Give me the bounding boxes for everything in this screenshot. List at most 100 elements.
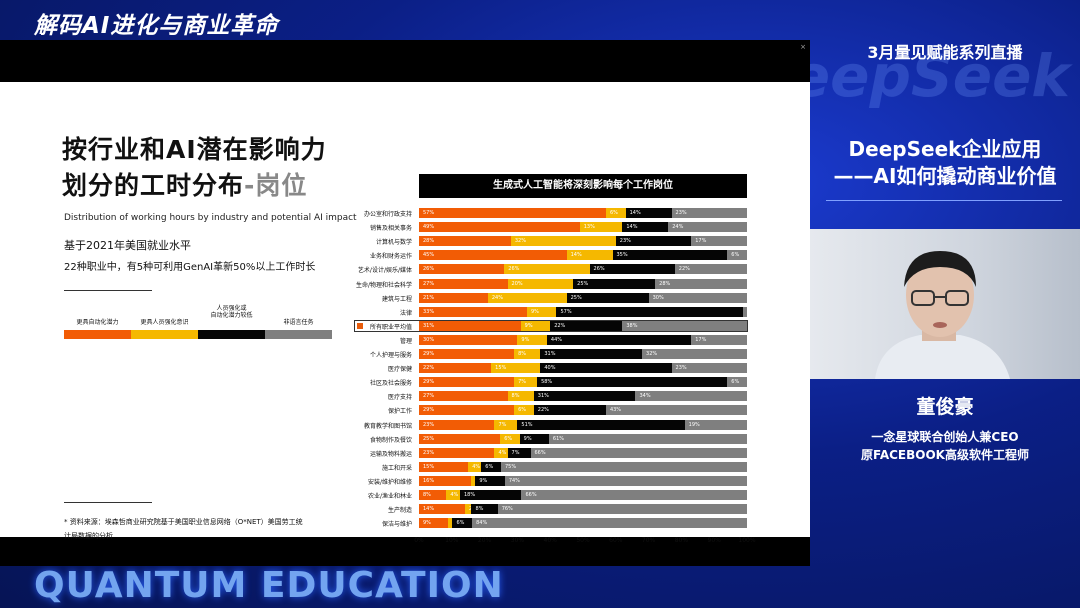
bar-row: 27% 8% 31% 34% <box>419 391 747 402</box>
legend-swatch-automation <box>64 330 131 339</box>
bar-segment: 23% <box>419 419 495 430</box>
speaker-role: 一念星球联合创始人兼CEO <box>871 430 1019 444</box>
bar-segment: 17% <box>691 236 747 247</box>
bar-segment: 14% <box>622 222 669 233</box>
bar-row: 23% 4% 7% 66% <box>419 447 747 458</box>
bar-segment: 32% <box>510 236 616 247</box>
row-label: 运输及物料搬运 <box>369 450 412 458</box>
bar-segment: 13% <box>579 222 623 233</box>
bar-segment: 2% <box>464 504 472 515</box>
bar-segment: 6% <box>452 518 473 529</box>
bar-segment: 43% <box>605 405 747 416</box>
bar-segment: 6% <box>500 433 520 444</box>
bar-segment: 24% <box>668 222 747 233</box>
x-tick-label: 40% <box>543 537 557 544</box>
bar-segment: 6% <box>727 377 747 388</box>
bar-segment: 49% <box>419 222 580 233</box>
row-label: 计算机与数学 <box>375 239 412 247</box>
x-tick-label: 70% <box>641 537 656 544</box>
bar-segment: 8% <box>471 504 498 515</box>
bar-segment: 7% <box>494 419 518 430</box>
bar-segment: 9% <box>517 334 547 345</box>
bar-row: 21% 24% 25% 30% <box>419 292 747 303</box>
slide-subtitle-en: Distribution of working hours by industr… <box>64 213 357 223</box>
bar-row: 49% 13% 14% 24% <box>419 222 747 233</box>
bar-segment: 21% <box>419 292 488 303</box>
row-label: 教育教学和图书馆 <box>363 422 412 430</box>
bar-segment: 16% <box>419 475 472 486</box>
bar-segment: 28% <box>655 278 747 289</box>
presentation-slide: 按行业和AI潜在影响力 划分的工时分布-岗位 Distribution of w… <box>0 82 810 544</box>
average-marker-icon <box>357 322 363 329</box>
bar-segment: 34% <box>635 391 747 402</box>
bar-segment: 26% <box>589 264 675 275</box>
bar-segment: 4% <box>468 461 482 472</box>
row-label: 办公室和行政支持 <box>363 211 412 218</box>
x-tick-label: 30% <box>510 537 525 544</box>
bar-segment: 32% <box>642 349 747 359</box>
x-tick-label: 90% <box>707 537 721 544</box>
close-icon[interactable]: × <box>800 43 806 51</box>
legend-swatch-low <box>198 330 265 339</box>
divider <box>826 200 1062 201</box>
row-label: 生产制造 <box>387 507 412 515</box>
slide-title-line1: 按行业和AI潜在影响力 <box>62 135 327 164</box>
bar-segment: 38% <box>622 320 747 331</box>
bar-segment: 14% <box>419 504 465 515</box>
bar-segment: 29% <box>419 377 515 388</box>
row-label: 业务和财务运作 <box>369 253 412 261</box>
bar-segment: 4% <box>446 490 460 500</box>
row-label: 所有职业平均值 <box>369 323 412 331</box>
bar-segment: 30% <box>648 292 747 303</box>
bar-segment: 7% <box>507 447 531 458</box>
bar-segment: 7% <box>514 377 538 388</box>
bar-segment: 33% <box>419 306 527 317</box>
bar-segment: 19% <box>684 419 747 430</box>
bar-row: 8% 4% 18% 66% <box>419 490 747 500</box>
bar-segment: 27% <box>419 278 508 289</box>
bar-segment: 25% <box>419 433 501 444</box>
bar-segment: 31% <box>540 349 643 359</box>
bar-segment: 76% <box>497 504 747 515</box>
bar-segment: 51% <box>517 419 685 430</box>
slide-baseline: 基于2021年美国就业水平 <box>64 239 191 252</box>
bar-row: 25% 6% 9% 61% <box>419 433 747 444</box>
bar-segment: 57% <box>419 208 606 218</box>
chart-title: 生成式人工智能将深刻影响每个工作岗位 <box>419 174 747 198</box>
bar-row: 23% 7% 51% 19% <box>419 419 747 430</box>
row-label: 法律 <box>399 309 412 317</box>
bar-row: 14%2%8%76% <box>419 504 747 515</box>
bar-segment: 9% <box>520 320 551 331</box>
bar-segment: 66% <box>521 490 747 500</box>
bar-segment: 6% <box>514 405 534 416</box>
bar-segment: 1% <box>471 475 476 486</box>
bar-row: 28% 32% 23% 17% <box>419 236 747 247</box>
bar-segment: 35% <box>612 250 728 261</box>
bar-segment: 66% <box>530 447 747 458</box>
bar-segment: 29% <box>419 349 515 359</box>
bar-row: 31% 9% 22% 38% <box>419 320 747 331</box>
bar-row: 15% 4% 6% 75% <box>419 461 747 472</box>
bar-segment: 31% <box>419 320 521 331</box>
bar-segment: 27% <box>419 391 508 402</box>
legend-label-augmentation: 更具人员强化意识 <box>140 319 189 326</box>
x-tick-label: 0% <box>414 537 424 544</box>
x-tick-label: 100% <box>738 537 756 544</box>
row-label: 医疗支持 <box>387 394 412 402</box>
legend-label-automation: 更具自动化潜力 <box>76 319 119 326</box>
bar-segment: 29% <box>419 405 515 416</box>
chart-legend: 更具自动化潜力 更具人员强化意识 人员强化或 自动化潜力较低 非语言任务 <box>64 302 332 339</box>
bar-row: 30% 9% 44% 17% <box>419 334 747 345</box>
bar-segment: 14% <box>566 250 613 261</box>
row-label: 管理 <box>399 337 412 345</box>
legend-label-nonlanguage: 非语言任务 <box>283 319 314 326</box>
bar-segment: 23% <box>419 447 495 458</box>
row-label: 食物制作及餐饮 <box>369 436 412 444</box>
slide-title-highlight: -岗位 <box>244 171 308 200</box>
talk-title-line1: DeepSeek企业应用 <box>848 137 1042 161</box>
bar-segment: 23% <box>671 208 747 218</box>
bar-row: 27% 20% 25% 28% <box>419 278 747 289</box>
divider <box>64 502 152 503</box>
slide-description: 22种职业中，有5种可利用GenAI革新50%以上工作时长 <box>64 262 316 273</box>
legend-swatch-nonlanguage <box>265 330 332 339</box>
